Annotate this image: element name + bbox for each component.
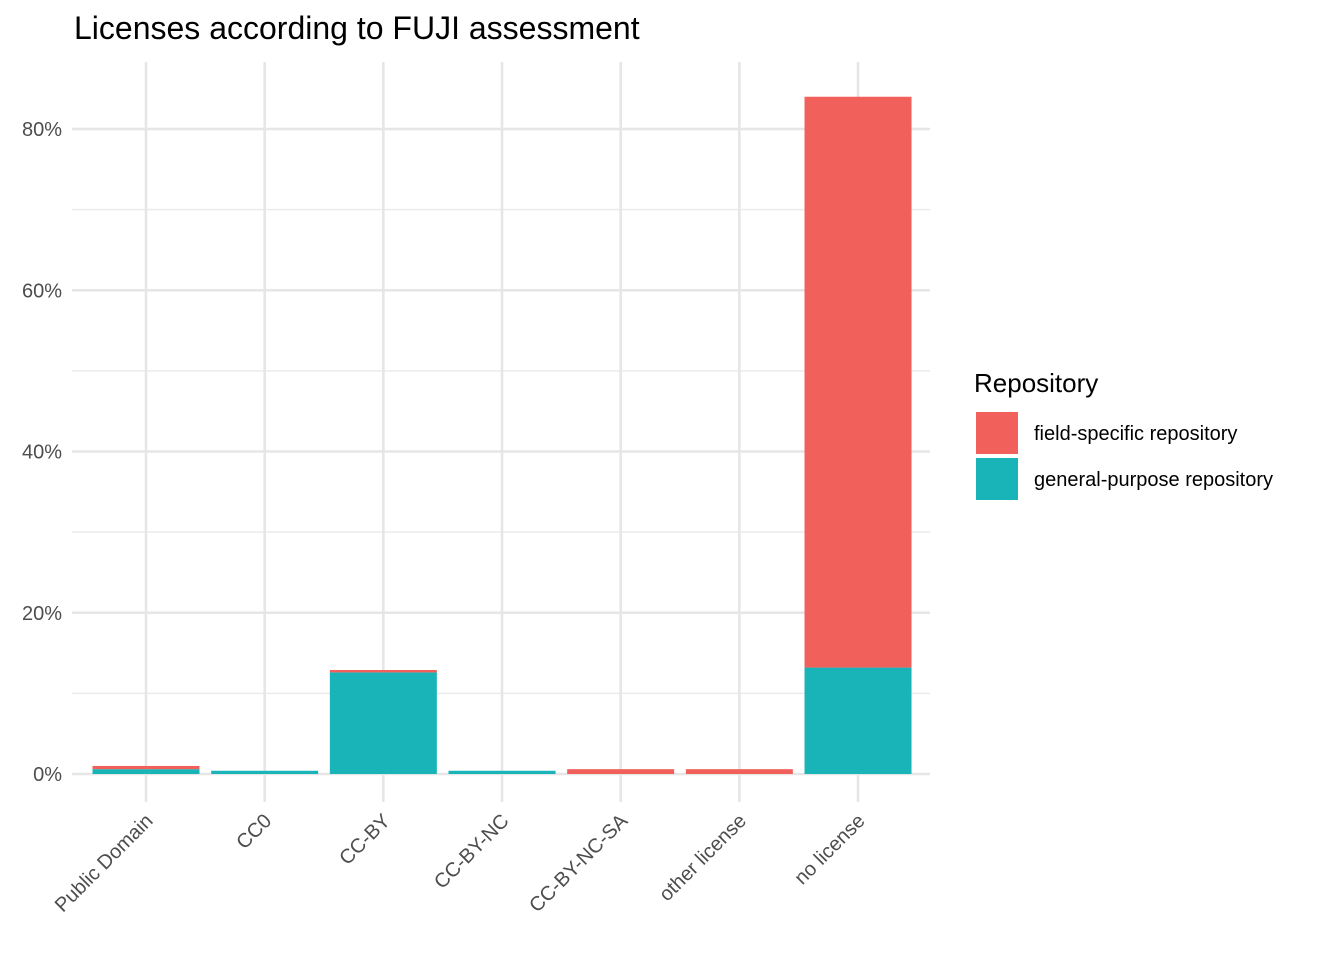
bar-general-purpose — [92, 769, 200, 774]
legend-label: general-purpose repository — [1034, 469, 1273, 491]
grid — [72, 62, 930, 802]
legend-swatch — [976, 458, 1018, 500]
bar-general-purpose — [211, 770, 319, 774]
legend-swatch — [976, 412, 1018, 454]
chart-title: Licenses according to FUJI assessment — [74, 10, 640, 46]
legend-label: field-specific repository — [1034, 423, 1237, 445]
bar-general-purpose — [804, 667, 912, 774]
bar-field-specific — [92, 765, 200, 770]
y-tick-label: 60% — [22, 280, 62, 302]
bar-field-specific — [804, 96, 912, 668]
y-tick-label: 0% — [33, 764, 62, 786]
x-tick-label: CC-BY — [335, 810, 395, 870]
x-tick-label: CC0 — [232, 810, 276, 854]
x-tick-label: CC-BY-NC — [430, 810, 513, 893]
x-tick-label: CC-BY-NC-SA — [525, 810, 632, 917]
legend-title: Repository — [974, 368, 1098, 398]
bar-field-specific — [329, 669, 437, 673]
bar-general-purpose — [329, 672, 437, 774]
bar-field-specific — [567, 769, 675, 774]
bar-general-purpose — [448, 770, 556, 774]
x-tick-label: Public Domain — [51, 810, 158, 917]
y-axis-ticks: 0% 20% 40% 60% 80% — [22, 119, 62, 786]
y-tick-label: 40% — [22, 442, 62, 464]
y-tick-label: 20% — [22, 603, 62, 625]
bars — [92, 96, 912, 774]
x-tick-label: other license — [655, 810, 751, 906]
y-tick-label: 80% — [22, 119, 62, 141]
x-tick-label: no license — [790, 810, 869, 889]
legend: Repository field-specific repository gene… — [974, 368, 1273, 500]
bar-field-specific — [685, 769, 793, 774]
x-axis-ticks: Public Domain CC0 CC-BY CC-BY-NC CC-BY-NC-SA… — [51, 810, 870, 917]
